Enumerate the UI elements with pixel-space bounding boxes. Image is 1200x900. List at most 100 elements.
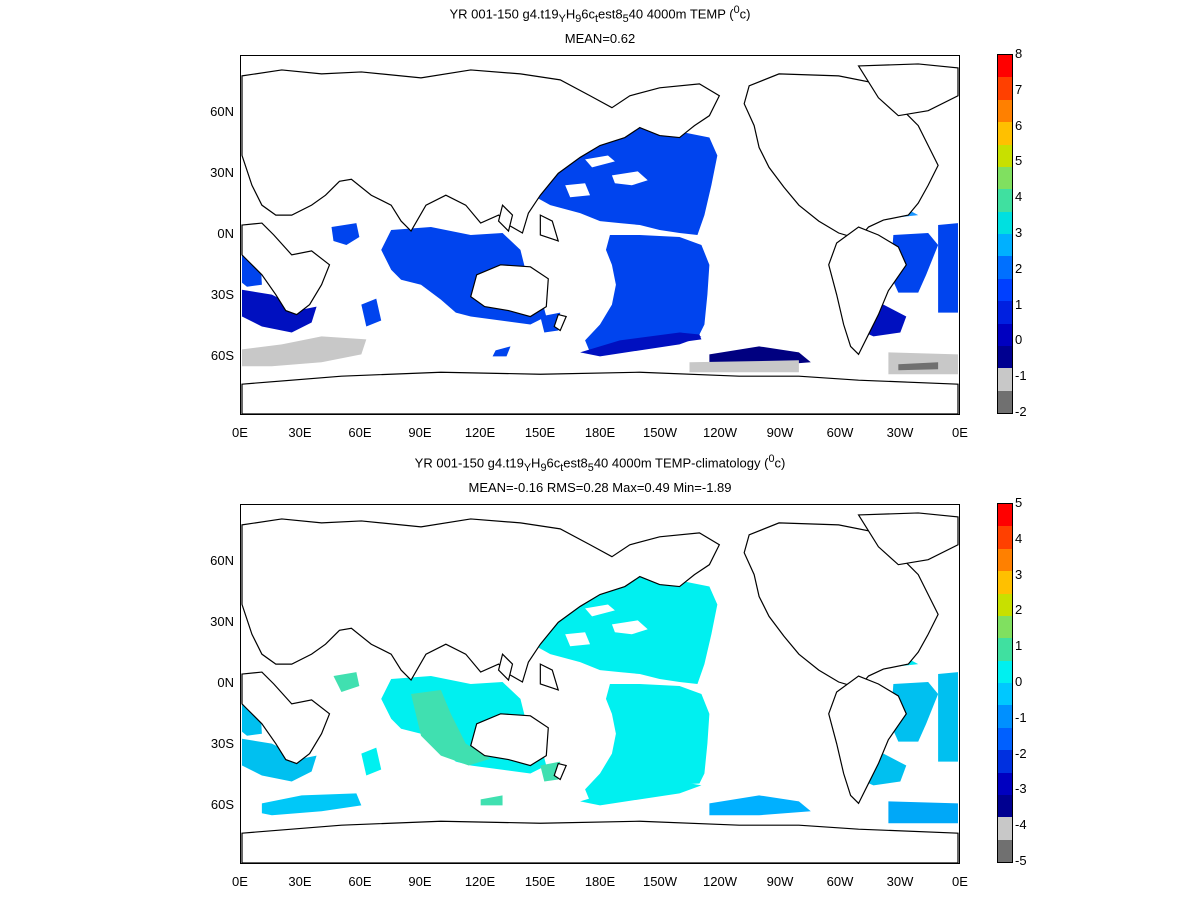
colorbar-swatch xyxy=(998,234,1012,257)
y-tick-label: 60N xyxy=(210,553,234,568)
colorbar-swatch xyxy=(998,345,1012,369)
x-tick-label: 30W xyxy=(886,874,914,889)
panel2-subtitle: MEAN=-0.16 RMS=0.28 Max=0.49 Min=-1.89 xyxy=(468,480,732,495)
colorbar-swatch xyxy=(998,211,1012,234)
colorbar-tick-label: 2 xyxy=(1015,602,1023,618)
colorbar-tick-label: -1 xyxy=(1015,368,1027,384)
colorbar-tick-label: 0 xyxy=(1015,332,1023,348)
colorbar-tick-label: 5 xyxy=(1015,495,1023,510)
panel2-data-fields xyxy=(242,574,958,824)
x-tick-label: 30E xyxy=(288,425,312,440)
x-tick-label: 60E xyxy=(348,425,372,440)
colorbar-tick-label: -4 xyxy=(1015,817,1027,833)
x-tick-label: 0E xyxy=(232,425,248,440)
panel2-coastlines xyxy=(241,512,959,863)
colorbar-tick-label: -2 xyxy=(1015,745,1027,761)
x-tick-label: 90E xyxy=(408,425,432,440)
colorbar-tick-label: 4 xyxy=(1015,189,1023,205)
x-tick-label: 120E xyxy=(464,425,496,440)
x-tick-label: 150E xyxy=(524,874,556,889)
colorbar-swatch xyxy=(998,750,1012,773)
x-tick-label: 30W xyxy=(886,425,914,440)
colorbar-swatch xyxy=(998,526,1012,549)
y-tick-label: 30N xyxy=(210,614,234,629)
y-tick-label: 60S xyxy=(210,348,234,363)
colorbar-swatch xyxy=(998,368,1012,391)
panel1-title: YR 001-150 g4.t19YH96ctest8540 4000m TEM… xyxy=(449,4,751,25)
x-tick-label: 90W xyxy=(766,425,794,440)
y-tick-label: 30S xyxy=(210,736,234,751)
panel1-colorbar xyxy=(997,54,1013,414)
colorbar-swatch xyxy=(998,144,1012,167)
colorbar-tick-label: 8 xyxy=(1015,46,1023,61)
colorbar-tick-label: 4 xyxy=(1015,530,1023,546)
x-tick-label: 30E xyxy=(288,874,312,889)
colorbar-swatch xyxy=(998,99,1012,123)
colorbar-tick-label: 5 xyxy=(1015,153,1023,169)
colorbar-tick-label: -5 xyxy=(1015,853,1027,868)
x-tick-label: 60E xyxy=(348,874,372,889)
colorbar-swatch xyxy=(998,727,1012,751)
panel1-subtitle: MEAN=0.62 xyxy=(564,31,636,46)
colorbar-tick-label: 0 xyxy=(1015,674,1023,689)
x-tick-label: 150W xyxy=(643,425,677,440)
x-tick-label: 90E xyxy=(408,874,432,889)
colorbar-tick-label: 7 xyxy=(1015,81,1023,97)
colorbar-tick-label: 1 xyxy=(1015,296,1023,312)
x-tick-label: 150E xyxy=(524,425,556,440)
colorbar-swatch xyxy=(998,794,1012,818)
x-tick-label: 0E xyxy=(952,425,968,440)
colorbar-swatch xyxy=(998,323,1012,346)
colorbar-swatch xyxy=(998,301,1012,324)
y-tick-label: 60S xyxy=(210,797,234,812)
colorbar-swatch xyxy=(998,817,1012,840)
x-tick-label: 120W xyxy=(703,874,737,889)
colorbar-swatch xyxy=(998,593,1012,616)
colorbar-tick-label: -1 xyxy=(1015,709,1027,725)
colorbar-swatch xyxy=(998,122,1012,145)
panel2-map xyxy=(240,504,960,864)
colorbar-tick-label: 1 xyxy=(1015,638,1023,654)
colorbar-swatch xyxy=(998,772,1012,795)
colorbar-swatch xyxy=(998,660,1012,683)
colorbar-swatch xyxy=(998,256,1012,279)
panel1-coastlines xyxy=(241,63,959,414)
x-tick-label: 60W xyxy=(826,874,854,889)
panel2-colorbar xyxy=(997,503,1013,863)
colorbar-swatch xyxy=(998,55,1012,78)
x-tick-label: 120W xyxy=(703,425,737,440)
colorbar-swatch xyxy=(998,390,1012,413)
x-tick-label: 180E xyxy=(584,425,616,440)
x-tick-label: 150W xyxy=(643,874,677,889)
colorbar-tick-label: -2 xyxy=(1015,404,1027,419)
colorbar-tick-label: 6 xyxy=(1015,117,1023,133)
colorbar-swatch xyxy=(998,571,1012,594)
panel1-map xyxy=(240,55,960,415)
x-tick-label: 120E xyxy=(464,874,496,889)
colorbar-swatch xyxy=(998,278,1012,302)
colorbar-swatch xyxy=(998,638,1012,661)
colorbar-swatch xyxy=(998,548,1012,572)
y-tick-label: 30S xyxy=(210,287,234,302)
colorbar-swatch xyxy=(998,683,1012,706)
x-tick-label: 60W xyxy=(826,425,854,440)
colorbar-tick-label: 3 xyxy=(1015,225,1023,240)
colorbar-tick-label: 2 xyxy=(1015,260,1023,276)
colorbar-swatch xyxy=(998,166,1012,190)
colorbar-swatch xyxy=(998,77,1012,100)
y-tick-label: 30N xyxy=(210,165,234,180)
panel2-title: YR 001-150 g4.t19YH96ctest8540 4000m TEM… xyxy=(414,453,786,474)
y-tick-label: 0N xyxy=(217,675,234,690)
x-tick-label: 90W xyxy=(766,874,794,889)
colorbar-swatch xyxy=(998,189,1012,212)
x-tick-label: 180E xyxy=(584,874,616,889)
x-tick-label: 0E xyxy=(232,874,248,889)
colorbar-tick-label: 3 xyxy=(1015,566,1023,582)
colorbar-swatch xyxy=(998,504,1012,527)
y-tick-label: 0N xyxy=(217,226,234,241)
x-tick-label: 0E xyxy=(952,874,968,889)
colorbar-swatch xyxy=(998,705,1012,728)
colorbar-swatch xyxy=(998,615,1012,639)
y-tick-label: 60N xyxy=(210,104,234,119)
colorbar-tick-label: -3 xyxy=(1015,781,1027,797)
